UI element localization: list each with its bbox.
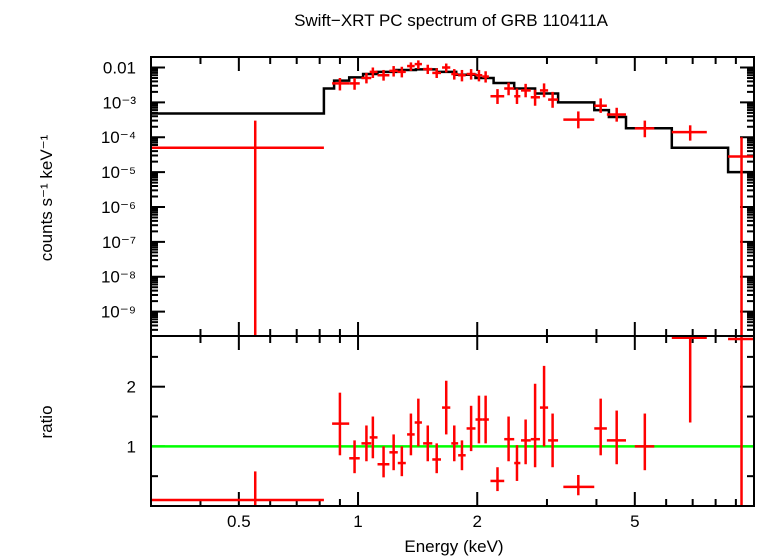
top-data-point: [504, 82, 515, 96]
top-data-point: [482, 71, 489, 83]
top-y-tick-label: 10⁻⁶: [101, 198, 136, 217]
top-y-tick-label: 10⁻⁴: [101, 128, 136, 147]
top-data-point: [423, 64, 433, 75]
bottom-data-point: [606, 410, 626, 465]
top-y-tick-label: 10⁻⁸: [101, 268, 136, 287]
top-data-point: [475, 69, 483, 82]
bottom-data-point: [490, 467, 505, 492]
bottom-data-point: [432, 443, 441, 474]
bottom-data-point: [451, 425, 459, 462]
top-data-point: [466, 69, 476, 80]
bottom-data-point: [361, 425, 372, 462]
top-data-point: [606, 107, 626, 122]
top-data-point: [634, 120, 655, 138]
top-data-point: [521, 83, 531, 98]
bottom-data-point: [407, 413, 415, 456]
top-data-point: [563, 111, 595, 129]
chart-title: Swift−XRT PC spectrum of GRB 110411A: [294, 11, 609, 30]
x-tick-label: 0.5: [227, 512, 251, 531]
bottom-y-tick-label: 1: [127, 437, 136, 456]
top-data-point: [530, 89, 540, 106]
top-data-point: [514, 88, 521, 104]
top-data-point: [539, 83, 549, 98]
top-y-tick-label: 10⁻⁵: [101, 163, 136, 182]
bottom-data-point: [563, 474, 595, 496]
top-panel-frame: [150, 56, 755, 337]
bottom-data-point: [151, 471, 324, 506]
bottom-data-point: [414, 398, 422, 447]
bottom-data-point: [369, 416, 378, 459]
bottom-data-point: [349, 440, 360, 474]
top-y-tick-label: 10⁻³: [102, 93, 136, 112]
top-data-point: [432, 68, 441, 78]
top-data-points: [151, 60, 754, 336]
bottom-data-point: [594, 398, 607, 456]
top-data-point: [458, 69, 466, 82]
top-data-point: [594, 98, 607, 113]
x-tick-label: 1: [353, 512, 362, 531]
bottom-data-point: [530, 383, 540, 468]
top-ticks: [150, 56, 755, 337]
bottom-data-point: [504, 416, 515, 462]
bottom-data-point: [389, 434, 398, 471]
top-y-axis-label: counts s⁻¹ keV⁻¹: [37, 134, 56, 261]
bottom-data-point: [521, 419, 531, 465]
top-data-point: [407, 62, 415, 71]
bottom-y-tick-label: 2: [127, 378, 136, 397]
top-data-point: [369, 67, 378, 78]
top-data-point: [442, 63, 451, 73]
top-data-point: [377, 69, 390, 81]
bottom-data-point: [634, 413, 655, 471]
bottom-data-point: [514, 445, 521, 481]
bottom-panel-frame: [150, 335, 755, 507]
top-data-point: [332, 77, 350, 91]
top-data-point: [451, 69, 459, 80]
bottom-data-point: [539, 365, 549, 447]
top-y-tick-label: 0.01: [103, 58, 136, 77]
bottom-data-point: [475, 395, 483, 444]
model-line: [151, 68, 754, 174]
top-data-point: [728, 137, 754, 336]
top-data-point: [671, 125, 707, 141]
top-y-tick-label: 10⁻⁷: [102, 233, 136, 252]
model-line-group: [151, 68, 754, 174]
bottom-data-point: [332, 392, 350, 456]
bottom-data-point: [728, 336, 754, 506]
bottom-data-point: [548, 413, 559, 468]
x-tick-labels: 0.5 1 2 5: [227, 512, 640, 531]
top-data-point: [151, 120, 324, 336]
top-data-point: [414, 60, 422, 70]
bottom-data-point: [442, 380, 451, 435]
top-y-tick-label: 10⁻⁹: [101, 303, 136, 322]
top-data-point: [349, 77, 360, 90]
bottom-data-point: [458, 440, 466, 471]
top-data-point: [361, 72, 372, 84]
top-data-point: [548, 91, 559, 108]
bottom-data-point: [377, 446, 390, 478]
bottom-data-point: [671, 336, 707, 423]
bottom-data-points: [151, 336, 754, 506]
bottom-y-axis-label: ratio: [37, 405, 56, 438]
bottom-data-point: [423, 425, 433, 462]
top-data-point: [389, 66, 398, 77]
bottom-data-point: [482, 395, 489, 444]
top-data-point: [397, 66, 406, 78]
bottom-ticks: [150, 336, 755, 506]
bottom-data-point: [397, 446, 406, 477]
x-tick-label: 5: [630, 512, 639, 531]
x-tick-label: 2: [473, 512, 482, 531]
top-panel: 0.01 10⁻³ 10⁻⁴ 10⁻⁵ 10⁻⁶ 10⁻⁷ 10⁻⁸ 10⁻⁹: [101, 56, 755, 337]
top-data-point: [490, 89, 505, 104]
top-y-tick-labels: 0.01 10⁻³ 10⁻⁴ 10⁻⁵ 10⁻⁶ 10⁻⁷ 10⁻⁸ 10⁻⁹: [101, 58, 137, 321]
x-axis-label: Energy (keV): [404, 537, 503, 556]
bottom-panel: 12: [127, 335, 755, 507]
bottom-y-tick-labels: 12: [127, 378, 136, 457]
bottom-data-point: [466, 405, 476, 452]
